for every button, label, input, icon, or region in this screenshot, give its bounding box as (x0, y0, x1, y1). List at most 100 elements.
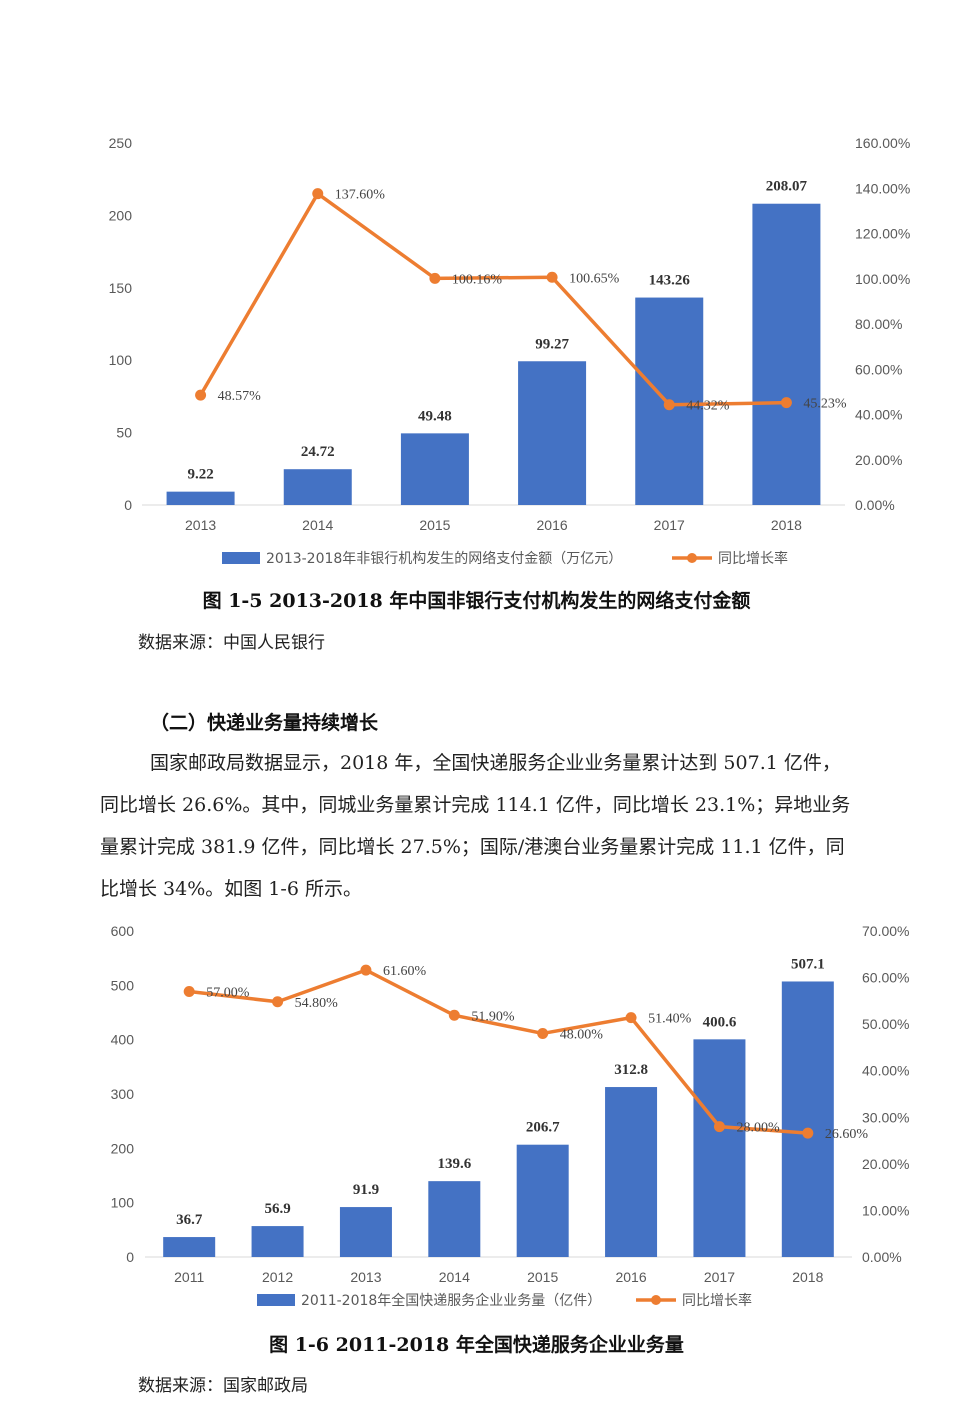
growth-rate-label: 48.57% (218, 389, 261, 404)
right-axis-tick-label: 0.00% (855, 497, 895, 513)
bar-value-label: 9.22 (187, 467, 213, 483)
bar-value-label: 400.6 (703, 1014, 737, 1030)
right-axis-tick-label: 60.00% (855, 361, 902, 377)
bar-value-label: 143.26 (649, 273, 691, 289)
growth-rate-point (312, 188, 324, 200)
legend-line-label: 同比增长率 (718, 550, 788, 567)
growth-rate-label: 51.40% (648, 1012, 692, 1027)
growth-rate-label: 137.60% (335, 188, 386, 203)
right-axis-tick-label: 50.00% (862, 1016, 909, 1032)
bar (166, 491, 235, 505)
x-axis-tick-label: 2012 (262, 1269, 293, 1285)
express-volume-chart: 0 100 200 300 400 500 600 0.00% 10.00% 20.00% 30.0… (111, 923, 910, 1309)
growth-rate-point (360, 964, 372, 976)
bar-value-label: 56.9 (264, 1201, 290, 1217)
x-axis-tick-label: 2018 (771, 517, 802, 533)
bar (400, 433, 469, 505)
bar-value-label: 49.48 (418, 408, 452, 424)
growth-rate-line (188, 968, 808, 1135)
bar-value-label: 208.07 (766, 179, 808, 195)
legend-bar-swatch (257, 1294, 295, 1306)
growth-rate-point (195, 389, 207, 401)
bar (283, 469, 352, 505)
right-axis-tick-label: 40.00% (855, 407, 902, 423)
right-axis-tick-label: 80.00% (855, 316, 902, 332)
growth-rate-line (199, 191, 787, 407)
bar (516, 1144, 569, 1257)
right-axis-tick-label: 140.00% (855, 180, 910, 196)
growth-rate-label: 28.00% (736, 1121, 780, 1136)
legend-bar-label: 2013-2018年非银行机构发生的网络支付金额（万亿元） (266, 551, 622, 567)
left-axis-tick-label: 250 (109, 135, 133, 151)
x-axis-tick-label: 2016 (537, 517, 568, 533)
left-axis-tick-label: 100 (111, 1195, 135, 1211)
left-axis-tick-label: 100 (109, 352, 133, 368)
payment-amount-chart: 0 50 100 150 200 250 0.00% 20.00% 40.00% 60.00% 80… (109, 135, 911, 567)
right-axis-tick-label: 120.00% (855, 226, 910, 242)
x-axis-tick-label: 2017 (704, 1269, 735, 1285)
growth-rate-label: 61.60% (383, 964, 427, 979)
bar (693, 1039, 746, 1257)
growth-rate-point (448, 1009, 460, 1021)
section-paragraph: 国家邮政局数据显示，2018 年，全国快递服务企业业务量累计达到 507.1 亿… (100, 742, 920, 910)
right-axis-tick-label: 20.00% (862, 1156, 909, 1172)
x-axis-tick-label: 2013 (350, 1269, 381, 1285)
section-heading: （二）快递业务量持续增长 (150, 712, 379, 734)
growth-rate-point (537, 1027, 549, 1039)
bar (251, 1226, 304, 1257)
right-axis-tick-label: 30.00% (862, 1109, 909, 1125)
bar (518, 361, 587, 505)
growth-rate-point (802, 1127, 814, 1139)
left-axis-tick-label: 0 (124, 497, 132, 513)
left-axis-tick-label: 600 (111, 923, 135, 939)
left-axis-tick-label: 300 (111, 1086, 135, 1102)
paragraph-line: 同比增长 26.6%。其中，同城业务量累计完成 114.1 亿件，同比增长 23… (100, 794, 851, 816)
right-axis-tick-label: 160.00% (855, 135, 910, 151)
bar (752, 203, 821, 505)
paragraph-line: 国家邮政局数据显示，2018 年，全国快递服务企业业务量累计达到 507.1 亿… (150, 752, 841, 774)
legend-line-label: 同比增长率 (682, 1292, 752, 1309)
right-axis-tick-label: 20.00% (855, 452, 902, 468)
growth-rate-point (780, 397, 792, 409)
legend-bar-swatch (222, 552, 260, 564)
bar-value-label: 36.7 (176, 1212, 203, 1228)
x-axis-tick-label: 2013 (185, 517, 216, 533)
growth-rate-label: 100.16% (452, 272, 503, 287)
left-axis-tick-label: 0 (126, 1249, 134, 1265)
bar-value-label: 139.6 (437, 1156, 471, 1172)
left-axis-tick-label: 400 (111, 1032, 135, 1048)
growth-rate-point (546, 271, 558, 283)
figure-1-6-source: 数据来源：国家邮政局 (138, 1376, 308, 1396)
bar-value-label: 99.27 (535, 336, 569, 352)
x-axis-tick-label: 2014 (439, 1269, 470, 1285)
left-axis-tick-label: 200 (109, 207, 133, 223)
left-axis-tick-label: 150 (109, 280, 133, 296)
left-axis-tick-label: 200 (111, 1140, 135, 1156)
x-axis-tick-label: 2018 (792, 1269, 823, 1285)
bar (605, 1087, 658, 1257)
bar (339, 1207, 392, 1257)
bar (781, 981, 834, 1257)
legend-line-marker (687, 553, 697, 563)
left-axis-tick-label: 500 (111, 977, 135, 993)
right-axis-tick-label: 60.00% (862, 970, 909, 986)
growth-rate-point (429, 272, 441, 284)
legend-line-marker (651, 1295, 661, 1305)
bar-value-label: 91.9 (353, 1182, 379, 1198)
growth-rate-label: 57.00% (206, 986, 250, 1001)
left-axis-tick-label: 50 (116, 425, 132, 441)
growth-rate-label: 44.32% (686, 399, 730, 414)
right-axis-tick-label: 0.00% (862, 1249, 902, 1265)
legend-bar-label: 2011-2018年全国快递服务企业业务量（亿件） (301, 1292, 601, 1309)
growth-rate-point (713, 1121, 725, 1133)
bar-value-label: 206.7 (526, 1120, 560, 1136)
bar (428, 1181, 481, 1257)
figure-1-5-source: 数据来源：中国人民银行 (138, 633, 325, 653)
growth-rate-point (625, 1012, 637, 1024)
x-axis-tick-label: 2011 (174, 1269, 204, 1285)
growth-rate-label: 48.00% (560, 1027, 604, 1042)
bar-value-label: 507.1 (791, 956, 825, 972)
bar-value-label: 24.72 (301, 444, 335, 460)
paragraph-line: 量累计完成 381.9 亿件，同比增长 27.5%；国际/港澳台业务量累计完成 … (100, 836, 845, 858)
growth-rate-label: 54.80% (295, 996, 339, 1011)
